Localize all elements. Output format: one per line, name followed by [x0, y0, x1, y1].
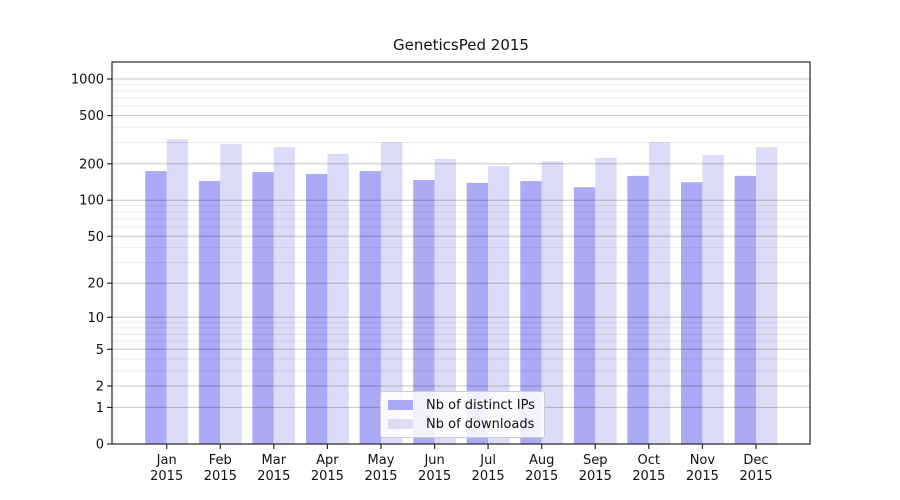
- y-tick-label: 1: [96, 401, 104, 416]
- bar-nb-of-downloads-jun: [434, 159, 456, 444]
- x-tick-label-year: 2015: [739, 469, 772, 484]
- x-tick-label-month: Apr: [316, 453, 339, 468]
- bar-nb-of-downloads-apr: [327, 154, 349, 444]
- x-tick-label-month: May: [368, 453, 395, 468]
- bar-nb-of-distinct-ips-dec: [734, 175, 756, 444]
- legend-label: Nb of downloads: [426, 416, 535, 432]
- bar-nb-of-distinct-ips-nov: [681, 182, 703, 444]
- legend-item: Nb of downloads: [388, 416, 535, 432]
- y-tick-label: 50: [87, 230, 104, 245]
- bar-nb-of-distinct-ips-may: [359, 171, 381, 444]
- bar-nb-of-downloads-mar: [273, 147, 296, 444]
- x-tick-label-month: Mar: [262, 453, 287, 468]
- x-tick-label-year: 2015: [632, 469, 665, 484]
- axes-box: [111, 61, 811, 445]
- bar-nb-of-downloads-sep: [595, 157, 617, 444]
- legend-label: Nb of distinct IPs: [426, 397, 535, 413]
- y-tick-label: 100: [79, 194, 104, 209]
- y-tick-label: 10: [87, 311, 104, 326]
- x-tick-label-year: 2015: [311, 469, 344, 484]
- x-tick-label-year: 2015: [418, 469, 451, 484]
- bar-nb-of-downloads-jul: [488, 166, 510, 444]
- y-tick-label: 5: [96, 343, 104, 358]
- chart-title: GeneticsPed 2015: [393, 36, 529, 54]
- bar-nb-of-downloads-feb: [220, 144, 242, 444]
- x-tick-label-month: Dec: [743, 453, 768, 468]
- bar-nb-of-downloads-may: [381, 142, 403, 444]
- legend-item: Nb of distinct IPs: [388, 397, 535, 413]
- x-tick-label-month: Oct: [638, 453, 660, 468]
- x-tick-label-year: 2015: [257, 469, 290, 484]
- x-tick-label-month: Jun: [423, 453, 444, 468]
- chart-legend: Nb of distinct IPs Nb of downloads: [380, 391, 545, 438]
- y-tick-label: 2: [96, 380, 104, 395]
- bar-nb-of-distinct-ips-aug: [520, 181, 542, 444]
- bar-nb-of-distinct-ips-jan: [145, 171, 167, 444]
- bar-nb-of-distinct-ips-oct: [627, 175, 649, 444]
- x-tick-label-month: Jul: [479, 453, 496, 468]
- x-tick-label-year: 2015: [525, 469, 558, 484]
- x-tick-label-year: 2015: [686, 469, 719, 484]
- x-tick-label-year: 2015: [204, 469, 237, 484]
- bar-nb-of-distinct-ips-jun: [413, 180, 435, 444]
- bar-nb-of-distinct-ips-feb: [198, 181, 221, 444]
- x-tick-label-month: Nov: [690, 453, 716, 468]
- y-tick-label: 0: [96, 438, 104, 453]
- x-tick-label-month: Aug: [529, 453, 554, 468]
- x-tick-label-year: 2015: [150, 469, 183, 484]
- legend-swatch-icon: [388, 400, 413, 410]
- bar-nb-of-distinct-ips-sep: [573, 187, 596, 444]
- y-tick-label: 500: [79, 109, 104, 124]
- legend-swatch-icon: [388, 419, 413, 429]
- bar-nb-of-distinct-ips-jul: [466, 182, 489, 444]
- y-tick-label: 1000: [71, 73, 104, 88]
- x-tick-label-month: Sep: [583, 453, 608, 468]
- x-tick-label-month: Feb: [209, 453, 232, 468]
- bar-nb-of-downloads-dec: [756, 147, 778, 444]
- y-tick-label: 200: [79, 157, 104, 172]
- bar-nb-of-downloads-aug: [541, 161, 564, 445]
- x-tick-label-year: 2015: [579, 469, 612, 484]
- bar-nb-of-distinct-ips-apr: [306, 173, 328, 444]
- y-tick-label: 20: [87, 277, 104, 292]
- x-tick-label-year: 2015: [364, 469, 397, 484]
- bar-nb-of-distinct-ips-mar: [252, 172, 274, 444]
- bar-nb-of-downloads-oct: [648, 142, 671, 444]
- x-tick-label-month: Jan: [156, 453, 177, 468]
- x-tick-label-year: 2015: [472, 469, 505, 484]
- bar-nb-of-downloads-jan: [166, 139, 189, 444]
- bar-nb-of-downloads-nov: [702, 155, 724, 444]
